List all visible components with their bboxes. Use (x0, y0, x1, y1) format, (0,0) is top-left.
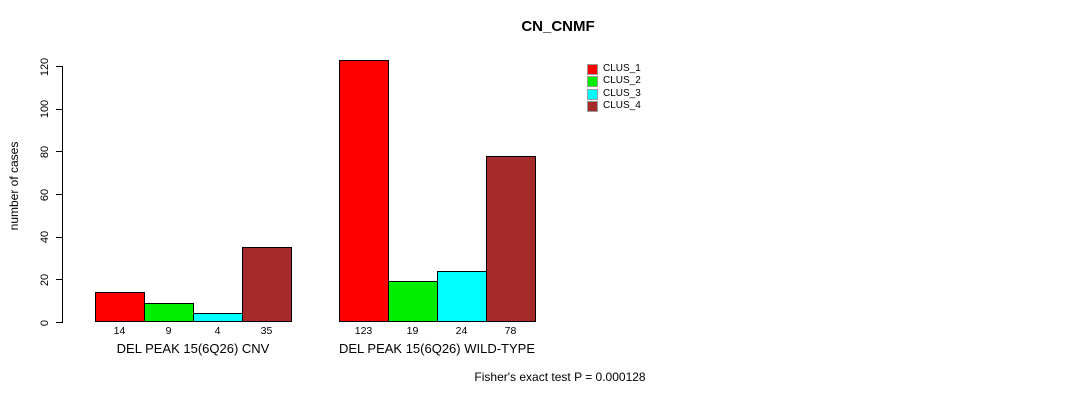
bar-value-label: 4 (214, 325, 221, 337)
bar-clus_1-group1 (95, 292, 145, 322)
y-axis-tick (56, 151, 62, 153)
bar-value-label: 24 (455, 325, 468, 337)
legend-label-clus_3: CLUS_3 (603, 87, 641, 99)
bar-value-label: 9 (165, 325, 172, 337)
y-axis-tick-label: 60 (39, 188, 51, 201)
y-axis-tick (56, 236, 62, 238)
y-axis-tick-label: 100 (39, 99, 51, 119)
bar-value-label: 19 (406, 325, 419, 337)
chart-title: CN_CNMF (521, 18, 595, 35)
y-axis-tick (56, 194, 62, 195)
y-axis-tick (56, 322, 62, 323)
bar-value-label: 35 (260, 325, 273, 337)
bar-clus_2-group2 (388, 281, 438, 322)
legend-label-clus_4: CLUS_4 (603, 100, 641, 112)
legend-label-clus_1: CLUS_1 (603, 63, 641, 74)
legend-swatch-clus_4 (587, 101, 598, 113)
bar-value-label: 14 (113, 325, 126, 337)
x-axis-category-label: DEL PEAK 15(6Q26) WILD-TYPE (338, 341, 536, 356)
y-axis-tick (56, 66, 62, 67)
legend-label-clus_2: CLUS_2 (603, 75, 641, 87)
y-axis-line (62, 66, 63, 323)
x-axis-category-label: DEL PEAK 15(6Q26) CNV (116, 341, 270, 356)
bar-clus_4-group1 (242, 247, 292, 322)
legend-swatch-clus_2 (587, 76, 598, 88)
y-axis-tick-label: 40 (39, 231, 51, 244)
bar-value-label: 123 (354, 325, 373, 337)
bar-clus_4-group2 (486, 155, 536, 322)
bar-clus_3-group1 (193, 313, 243, 322)
legend-swatch-clus_1 (587, 64, 598, 75)
y-axis-tick-label: 120 (39, 57, 51, 76)
bar-value-label: 78 (504, 325, 517, 337)
bar-clus_3-group2 (437, 270, 487, 322)
y-axis-tick-label: 0 (39, 319, 51, 326)
legend-swatch-clus_3 (587, 88, 598, 100)
bar-clus_1-group2 (339, 59, 389, 322)
bar-clus_2-group1 (144, 302, 194, 322)
y-axis-tick (56, 108, 62, 110)
fisher-test-annotation: Fisher's exact test P = 0.000128 (474, 370, 646, 384)
y-axis-tick-label: 80 (39, 145, 51, 158)
y-axis-tick-label: 20 (39, 273, 51, 286)
y-axis-tick (56, 279, 62, 281)
